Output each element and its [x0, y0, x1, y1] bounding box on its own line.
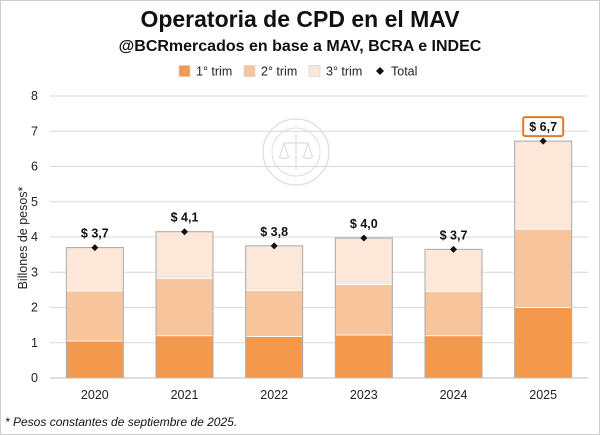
x-tick-label: 2021 [171, 388, 199, 402]
bar-segment-2-2024 [424, 291, 483, 337]
y-tick-label: 5 [31, 195, 38, 209]
bar-segment-1-2022 [245, 336, 304, 379]
x-tick-label: 2022 [260, 388, 288, 402]
total-label-2022: $ 3,8 [260, 225, 288, 239]
x-tick-label: 2024 [440, 388, 468, 402]
bar-segment-2-2020 [65, 290, 124, 342]
legend-swatch [178, 65, 191, 77]
bar-segment-1-2024 [424, 335, 483, 379]
x-tick-label: 2025 [529, 388, 557, 402]
total-marker-2021 [181, 228, 188, 236]
y-tick-label: 8 [31, 89, 38, 103]
legend-swatch [308, 65, 321, 77]
legend-label: Total [391, 65, 417, 79]
bar-segment-2-2025 [514, 228, 573, 308]
bar-segment-3-2022 [245, 245, 304, 291]
x-tick-label: 2020 [81, 388, 109, 402]
bar-segment-1-2023 [334, 334, 393, 379]
legend-label: 2° trim [261, 65, 297, 79]
bar-segment-1-2021 [155, 335, 214, 379]
bar-segment-2-2023 [334, 284, 393, 336]
x-tick-label: 2023 [350, 388, 378, 402]
legend-label: 1° trim [196, 65, 232, 79]
chart-subtitle: @BCRmercados en base a MAV, BCRA e INDEC [118, 38, 482, 55]
bar-segment-3-2024 [424, 248, 483, 293]
y-tick-label: 0 [31, 371, 38, 385]
total-marker-2022 [270, 242, 278, 250]
total-marker-2020 [91, 244, 99, 252]
bar-segment-3-2021 [155, 231, 214, 279]
bar-segment-1-2020 [65, 340, 124, 379]
legend-label: 3° trim [326, 65, 362, 79]
bar-segment-3-2020 [65, 247, 124, 292]
chart-title: Operatoria de CPD en el MAV [140, 6, 460, 32]
footnote: * Pesos constantes de septiembre de 2025… [5, 415, 238, 429]
y-tick-label: 6 [31, 160, 38, 174]
total-marker-2025 [539, 137, 547, 145]
total-marker-2023 [360, 234, 368, 242]
legend-swatch [243, 65, 256, 77]
total-label-2020: $ 3,7 [81, 227, 109, 241]
total-marker-2024 [450, 245, 457, 253]
highlight-box [522, 116, 565, 138]
y-axis-label: Billones de pesos* [16, 186, 30, 289]
y-tick-label: 7 [31, 124, 38, 138]
watermark-seal [262, 118, 330, 186]
legend-swatch [376, 67, 384, 75]
y-tick-label: 4 [31, 230, 38, 244]
total-label-2025: $ 6,7 [529, 120, 557, 134]
bar-segment-3-2025 [514, 140, 573, 230]
y-tick-label: 1 [31, 336, 38, 350]
y-tick-label: 2 [31, 301, 38, 315]
total-label-2024: $ 3,7 [440, 228, 468, 242]
total-label-2021: $ 4,1 [171, 211, 199, 225]
bar-segment-1-2025 [514, 307, 573, 379]
bar-segment-2-2021 [155, 278, 214, 337]
total-label-2023: $ 4,0 [350, 217, 378, 231]
y-tick-label: 3 [31, 265, 38, 279]
bar-segment-3-2023 [334, 237, 393, 285]
bar-segment-2-2022 [245, 290, 304, 337]
